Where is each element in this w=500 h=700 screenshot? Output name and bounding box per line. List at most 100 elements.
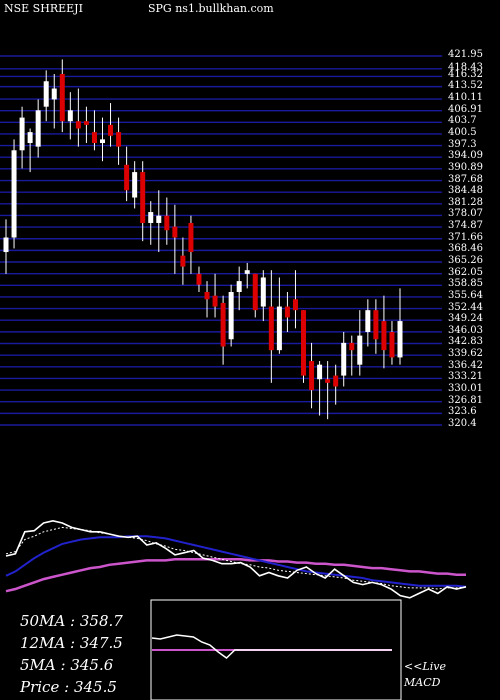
candle-bear	[333, 375, 339, 387]
candle-bull	[27, 132, 33, 144]
live-link[interactable]: <<Live	[404, 660, 446, 673]
price-tick-label: 349.24	[448, 313, 483, 325]
candle-bear	[292, 299, 298, 311]
price-tick-label: 342.83	[448, 336, 483, 348]
price-tick-label: 413.52	[448, 79, 483, 91]
price-tick-label: 330.01	[448, 383, 483, 395]
candle-bear	[124, 164, 130, 191]
candle-bull	[11, 150, 17, 238]
candle-bear	[116, 132, 122, 147]
candle-bull	[276, 306, 282, 351]
candle-bear	[196, 273, 202, 285]
macd-line	[151, 634, 392, 659]
price-grid	[0, 55, 442, 426]
candle-bear	[268, 306, 274, 351]
ma-fast-line	[5, 519, 467, 599]
candle-bear	[220, 302, 226, 347]
candle-bull	[244, 270, 250, 274]
candle-bear	[381, 321, 387, 351]
price-tick-label: 400.5	[448, 126, 477, 138]
price-tick-label: 381.28	[448, 196, 483, 208]
candle-bear	[309, 361, 315, 391]
ma-12-name: 12MA	[20, 634, 66, 652]
candle-bull	[35, 110, 41, 147]
candle-bull	[357, 335, 363, 365]
candle-bull	[156, 215, 162, 223]
chart-subtitle: SPG ns1.bullkhan.com	[148, 2, 274, 15]
macd-panel	[151, 634, 392, 659]
macd-label: MACD	[404, 676, 441, 689]
candle-bull	[148, 212, 154, 223]
candle-bull	[19, 117, 25, 151]
ma-label-50: 50MA : 358.7	[20, 612, 123, 630]
price-name: Price	[20, 678, 60, 696]
price-tick-label: 410.11	[448, 92, 483, 104]
price-tick-label: 355.64	[448, 289, 483, 301]
candle-bear	[140, 172, 146, 223]
ma-slow-line	[5, 558, 466, 593]
chart-title: NSE SHREEJI	[4, 2, 83, 15]
candle-bear	[83, 121, 89, 125]
ma-5-name: 5MA	[20, 656, 56, 674]
candle-bull	[228, 292, 234, 340]
price-tick-label: 421.95	[448, 49, 483, 60]
price-tick-label: 390.89	[448, 161, 483, 173]
price-tick-label: 323.6	[448, 406, 477, 418]
price-tick-label: 346.03	[448, 324, 483, 336]
price-tick-label: 371.66	[448, 231, 483, 243]
moving-average-panel	[5, 519, 467, 599]
price-tick-label: 406.91	[448, 103, 483, 115]
ma-5-value: 345.6	[70, 656, 114, 674]
candle-bear	[204, 292, 210, 300]
candle-bear	[301, 310, 307, 376]
candle-bull	[317, 364, 323, 380]
price-tick-label: 418.43	[448, 61, 483, 73]
candle-bear	[325, 379, 331, 383]
candle-bull	[236, 281, 242, 293]
price-tick-label: 333.21	[448, 371, 483, 383]
candle-bull	[341, 342, 347, 376]
candle-bull	[397, 321, 403, 358]
price-tick-label: 387.68	[448, 173, 483, 185]
ma-12-value: 347.5	[79, 634, 123, 652]
candle-bear	[59, 73, 65, 122]
candle-bull	[260, 277, 266, 307]
price-tick-label: 384.48	[448, 185, 483, 197]
price-tick-label: 416.32	[448, 69, 483, 81]
candle-bear	[252, 273, 258, 311]
candle-bear	[172, 226, 178, 238]
ma-label-12: 12MA : 347.5	[20, 634, 123, 652]
ma-50-name: 50MA	[20, 612, 66, 630]
candle-bull	[67, 110, 73, 122]
candle-bear	[108, 124, 114, 136]
candle-bull	[51, 88, 57, 100]
candle-bear	[91, 132, 97, 144]
price-tick-label: 368.46	[448, 243, 483, 255]
candle-bear	[75, 121, 81, 129]
price-tick-label: 326.81	[448, 394, 483, 406]
price-tick-label: 403.7	[448, 115, 477, 127]
price-label: Price : 345.5	[20, 678, 117, 696]
candle-bear	[164, 215, 170, 231]
candle-bull	[132, 172, 138, 198]
price-tick-label: 374.87	[448, 220, 483, 232]
candle-bull	[3, 237, 9, 253]
candle-bear	[188, 222, 194, 253]
ma-mid-line	[5, 535, 467, 588]
price-tick-label: 358.85	[448, 278, 483, 290]
price-tick-label: 352.44	[448, 301, 483, 313]
candle-bear	[212, 295, 218, 307]
price-tick-label: 394.09	[448, 150, 483, 162]
price-tick-label: 365.26	[448, 254, 483, 266]
candle-bear	[389, 331, 395, 358]
price-tick-label: 362.05	[448, 266, 483, 278]
candle-bear	[284, 306, 290, 318]
price-tick-label: 378.07	[448, 208, 483, 220]
ma-50-value: 358.7	[79, 612, 123, 630]
candle-bear	[180, 255, 186, 267]
price-value: 345.5	[73, 678, 117, 696]
candle-bear	[349, 342, 355, 351]
price-tick-label: 397.3	[448, 138, 477, 150]
price-tick-label: 336.42	[448, 359, 483, 371]
